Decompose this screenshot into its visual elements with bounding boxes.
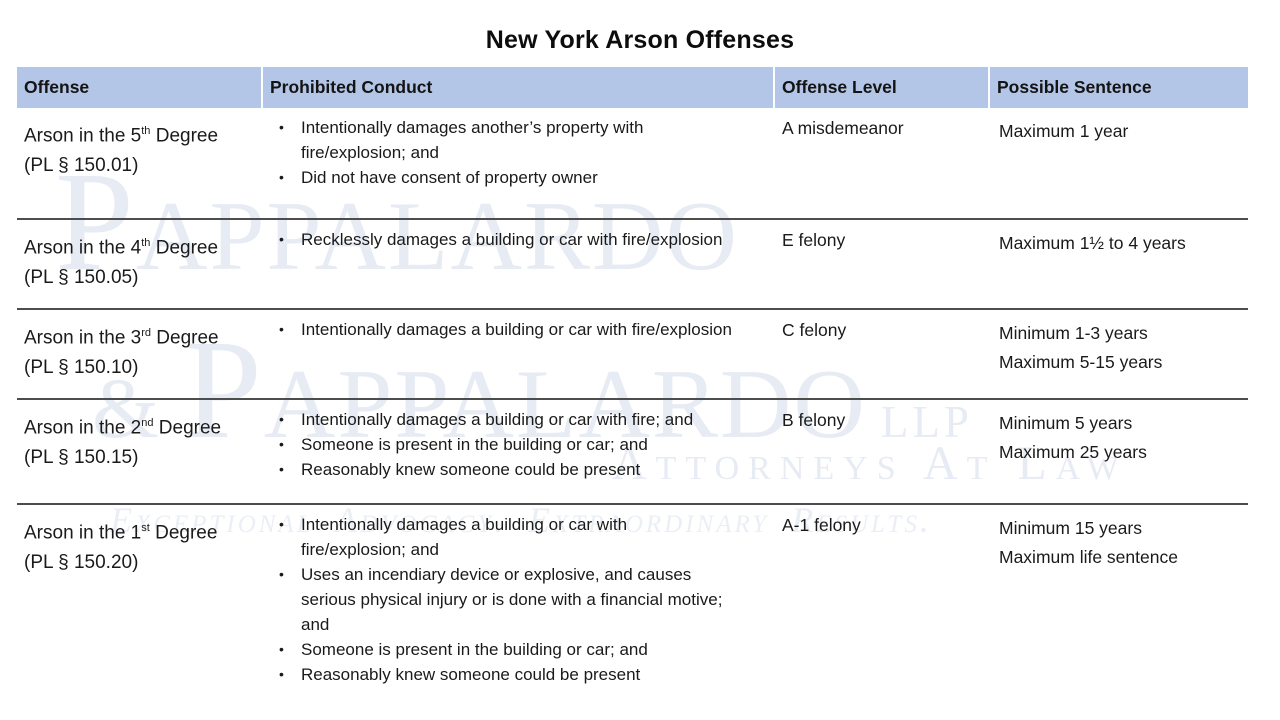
header-offense-level: Offense Level — [775, 67, 990, 108]
sentence-line: Maximum 5-15 years — [999, 352, 1163, 372]
offense-ordinal-superscript: nd — [141, 417, 154, 429]
offense-ordinal-superscript: th — [141, 125, 151, 137]
table-row: Arson in the 1st Degree (PL § 150.20) • Int… — [17, 503, 1248, 688]
sentence-line: Maximum life sentence — [999, 547, 1178, 567]
prohibited-conduct-cell: • Intentionally damages a building or car… — [263, 310, 775, 398]
sentence-line: Maximum 25 years — [999, 442, 1147, 462]
watermark-firm-name-line2: & Pappalardo llp — [92, 318, 973, 460]
table-row: Arson in the 3rd Degree (PL § 150.10) • Int… — [17, 308, 1248, 398]
prohibited-conduct-cell: • Recklessly damages a building or car wi… — [263, 220, 775, 308]
sentence-line: Minimum 1-3 years — [999, 323, 1148, 343]
arson-offenses-table: Offense Prohibited Conduct Offense Level… — [17, 67, 1248, 688]
sentence-line: Minimum 5 years — [999, 413, 1133, 433]
offense-cell: Arson in the 5th Degree (PL § 150.01) — [17, 108, 263, 218]
possible-sentence-cell: Minimum 15 years Maximum life sentence — [990, 505, 1248, 688]
bullet-icon: • — [279, 516, 284, 532]
table-header-row: Offense Prohibited Conduct Offense Level… — [17, 67, 1248, 108]
offense-name: Arson in the 2nd Degree — [24, 417, 222, 439]
offense-level-cell: B felony — [782, 410, 846, 430]
conduct-bullet-text: Uses an incendiary device or explosive, … — [301, 565, 723, 634]
conduct-bullet-text: Intentionally damages a building or car … — [301, 515, 628, 559]
table-row: Arson in the 5th Degree (PL § 150.01) • Int… — [17, 108, 1248, 218]
table-row: Arson in the 2nd Degree (PL § 150.15) • Int… — [17, 398, 1248, 503]
conduct-bullet-text: Did not have consent of property owner — [301, 168, 598, 187]
conduct-bullet-text: Reasonably knew someone could be present — [301, 460, 641, 479]
conduct-bullet-text: Someone is present in the building or ca… — [301, 435, 648, 454]
conduct-bullet-item: • Reasonably knew someone could be presen… — [263, 662, 765, 687]
conduct-bullet-item: • Reasonably knew someone could be presen… — [263, 457, 765, 482]
conduct-bullet-text: Intentionally damages a building or car … — [301, 320, 732, 339]
offense-statute-code: (PL § 150.20) — [24, 552, 139, 574]
bullet-icon: • — [279, 411, 284, 427]
offense-level-cell: C felony — [782, 320, 847, 340]
conduct-bullet-text: Someone is present in the building or ca… — [301, 640, 648, 659]
conduct-bullet-item: • Intentionally damages another’s propert… — [263, 115, 765, 165]
watermark-attorneys-line: Attorneys At Law — [612, 437, 1128, 490]
bullet-icon: • — [279, 436, 284, 452]
possible-sentence-cell: Maximum 1 year — [990, 108, 1248, 218]
bullet-icon: • — [279, 119, 284, 135]
offense-name: Arson in the 1st Degree — [24, 522, 218, 544]
bullet-icon: • — [279, 461, 284, 477]
watermark-firm-name2: Pappalardo — [182, 310, 867, 468]
arson-table-body: Arson in the 5th Degree (PL § 150.01) • Int… — [17, 108, 1248, 688]
conduct-bullet-item: • Someone is present in the building or c… — [263, 637, 765, 662]
offense-name: Arson in the 3rd Degree — [24, 327, 219, 349]
watermark-firm-name-line1: Pappalardo — [55, 142, 739, 300]
bullet-icon: • — [279, 666, 284, 682]
offense-cell: Arson in the 1st Degree (PL § 150.20) — [17, 505, 263, 688]
bullet-icon: • — [279, 169, 284, 185]
bullet-icon: • — [279, 321, 284, 337]
watermark-tagline: Exceptional Advocacy. Extraordinary Resu… — [110, 500, 932, 540]
offense-statute-code: (PL § 150.05) — [24, 267, 139, 289]
bullet-icon: • — [279, 566, 284, 582]
conduct-bullet-text: Intentionally damages a building or car … — [301, 410, 694, 429]
possible-sentence-cell: Minimum 5 years Maximum 25 years — [990, 400, 1248, 503]
offense-name: Arson in the 4th Degree — [24, 237, 219, 259]
prohibited-conduct-cell: • Intentionally damages a building or car… — [263, 505, 775, 688]
offense-level-cell: E felony — [782, 230, 846, 250]
conduct-bullet-item: • Someone is present in the building or c… — [263, 432, 765, 457]
prohibited-conduct-cell: • Intentionally damages another’s propert… — [263, 108, 775, 218]
conduct-bullet-text: Intentionally damages another’s property… — [301, 118, 644, 162]
header-offense: Offense — [17, 67, 263, 108]
offense-level-cell: A-1 felony — [782, 515, 861, 535]
header-possible-sentence: Possible Sentence — [990, 67, 1248, 108]
offense-statute-code: (PL § 150.15) — [24, 447, 139, 469]
header-prohibited-conduct: Prohibited Conduct — [263, 67, 775, 108]
offense-cell: Arson in the 4th Degree (PL § 150.05) — [17, 220, 263, 308]
sentence-line: Maximum 1½ to 4 years — [999, 233, 1186, 253]
conduct-bullet-item: • Uses an incendiary device or explosive,… — [263, 562, 765, 637]
sentence-line: Maximum 1 year — [999, 121, 1129, 141]
offense-statute-code: (PL § 150.10) — [24, 357, 139, 379]
offense-cell: Arson in the 2nd Degree (PL § 150.15) — [17, 400, 263, 503]
offense-ordinal-superscript: st — [141, 522, 150, 534]
bullet-icon: • — [279, 231, 284, 247]
offense-level-cell: A misdemeanor — [782, 118, 904, 138]
conduct-bullet-item: • Intentionally damages a building or car… — [263, 317, 765, 342]
conduct-bullet-item: • Recklessly damages a building or car wi… — [263, 227, 765, 252]
watermark-ampersand: & — [92, 360, 161, 456]
possible-sentence-cell: Minimum 1-3 years Maximum 5-15 years — [990, 310, 1248, 398]
conduct-bullet-item: • Intentionally damages a building or car… — [263, 512, 765, 562]
possible-sentence-cell: Maximum 1½ to 4 years — [990, 220, 1248, 308]
bullet-icon: • — [279, 641, 284, 657]
conduct-bullet-item: • Did not have consent of property owner — [263, 165, 765, 190]
offense-name: Arson in the 5th Degree — [24, 125, 219, 147]
offense-statute-code: (PL § 150.01) — [24, 155, 139, 177]
conduct-bullet-item: • Intentionally damages a building or car… — [263, 407, 765, 432]
sentence-line: Minimum 15 years — [999, 518, 1142, 538]
conduct-bullet-text: Recklessly damages a building or car wit… — [301, 230, 723, 249]
offense-cell: Arson in the 3rd Degree (PL § 150.10) — [17, 310, 263, 398]
page-title: New York Arson Offenses — [485, 26, 795, 54]
offense-ordinal-superscript: th — [141, 237, 151, 249]
prohibited-conduct-cell: • Intentionally damages a building or car… — [263, 400, 775, 503]
table-row: Arson in the 4th Degree (PL § 150.05) • Rec… — [17, 218, 1248, 308]
offense-ordinal-superscript: rd — [141, 327, 152, 339]
watermark-llp: llp — [880, 380, 973, 451]
conduct-bullet-text: Reasonably knew someone could be present — [301, 665, 641, 684]
